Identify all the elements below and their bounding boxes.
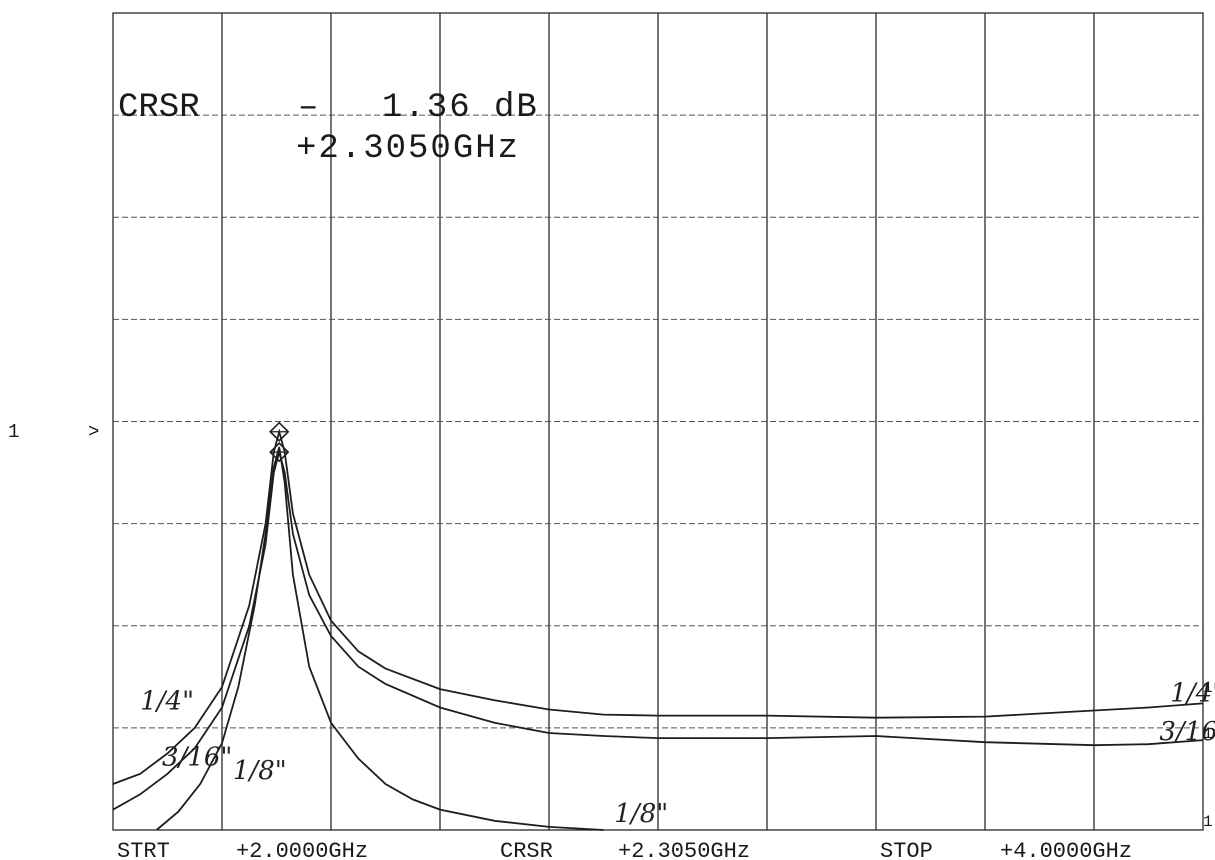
cursor-value: +2.3050GHz bbox=[618, 839, 750, 860]
reference-marker: > bbox=[88, 421, 99, 443]
cursor-label: CRSR bbox=[500, 839, 553, 860]
annotation-label: 3/16" bbox=[162, 743, 232, 773]
right-marker-bottom: 1 bbox=[1203, 813, 1213, 831]
annotation-label: 1/8" bbox=[233, 756, 287, 786]
annotation-label: 1/4" bbox=[140, 686, 194, 716]
annotation-label: 1/8" bbox=[614, 799, 668, 829]
right-marker-top: 1 bbox=[1203, 679, 1213, 697]
readout-label: CRSR bbox=[118, 89, 200, 127]
start-label: STRT bbox=[117, 839, 170, 860]
readout-value: 1.36 dB bbox=[382, 89, 539, 127]
trace-line-0 bbox=[112, 428, 1204, 785]
reference-channel: 1 bbox=[8, 421, 19, 443]
start-value: +2.0000GHz bbox=[236, 839, 368, 860]
right-marker-middle: 1 bbox=[1203, 725, 1213, 743]
trace-line-1 bbox=[112, 448, 1204, 811]
readout-frequency: +2.3050GHz bbox=[296, 130, 520, 168]
readout-sign: – bbox=[298, 89, 318, 127]
trace-line-2 bbox=[156, 446, 604, 831]
cursor-marker-group bbox=[269, 421, 290, 463]
plot-grid bbox=[112, 12, 1204, 831]
trace-group bbox=[112, 428, 1204, 831]
stop-label: STOP bbox=[880, 839, 933, 860]
handwritten-annotations: 1/4"3/16"1/8"1/8"1/4"3/16" bbox=[140, 678, 1215, 829]
stop-value: +4.0000GHz bbox=[1000, 839, 1132, 860]
annotation-label: 1/4" bbox=[1170, 678, 1215, 708]
annotation-label: 3/16" bbox=[1159, 717, 1215, 747]
